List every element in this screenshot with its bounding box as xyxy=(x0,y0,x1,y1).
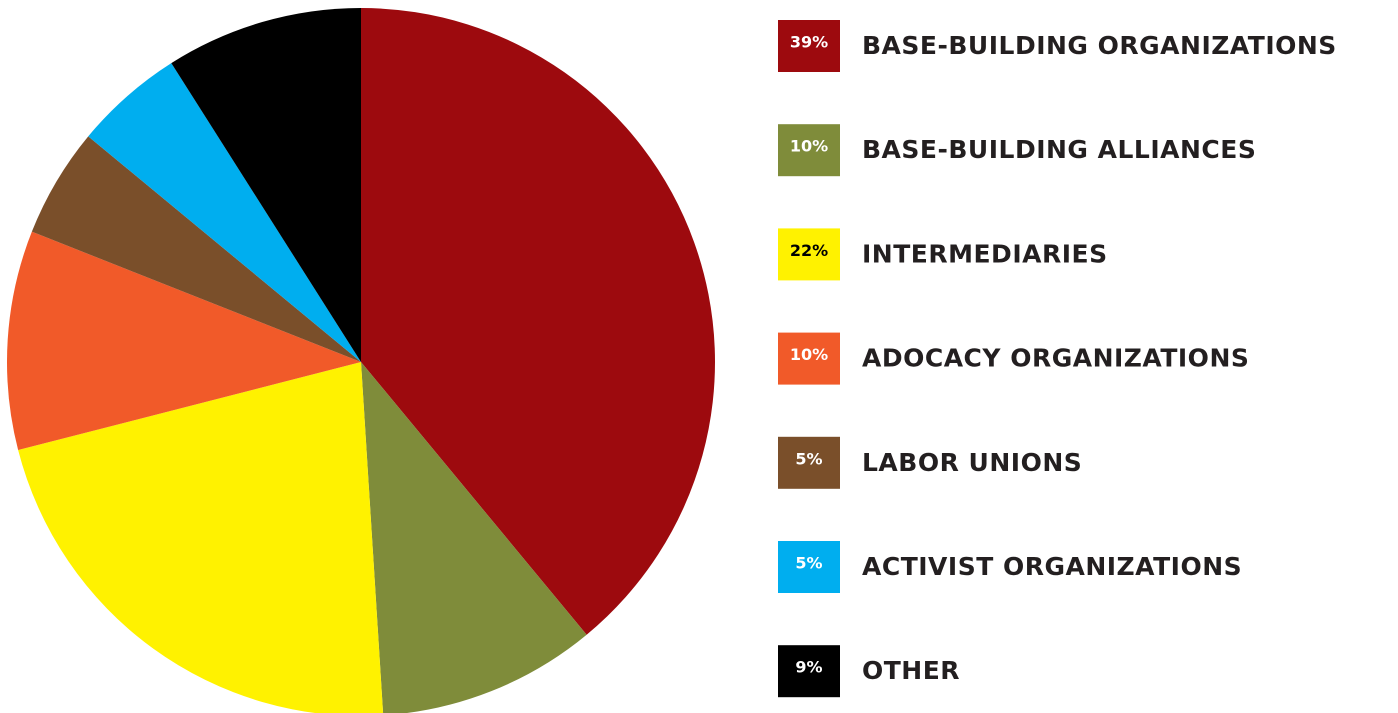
legend-label: INTERMEDIARIES xyxy=(862,239,1108,268)
swatch-label: 9% xyxy=(795,658,822,677)
legend-swatch xyxy=(778,645,840,698)
pie-slice xyxy=(6,231,361,451)
swatch-label: 10% xyxy=(790,137,828,156)
pie-slice xyxy=(18,362,384,713)
legend-swatch xyxy=(778,332,840,385)
swatch-label: 39% xyxy=(790,33,828,52)
pie-slice xyxy=(361,8,715,635)
legend-label: OTHER xyxy=(862,656,960,685)
legend-swatch xyxy=(778,228,840,281)
legend-swatch xyxy=(778,436,840,489)
pie-slice xyxy=(88,63,361,363)
legend-swatch xyxy=(778,124,840,177)
swatch-label: 5% xyxy=(795,449,822,468)
legend-swatch xyxy=(778,20,840,72)
legend-label: BASE-BUILDING ORGANIZATIONS xyxy=(862,31,1337,60)
legend-label: ADOCACY ORGANIZATIONS xyxy=(862,344,1249,373)
pie-slice xyxy=(361,362,587,713)
pie-slice xyxy=(171,8,361,362)
legend-label: BASE-BUILDING ALLIANCES xyxy=(862,135,1256,164)
pie-slice xyxy=(31,136,361,362)
swatch-label: 5% xyxy=(795,554,822,573)
legend-label: LABOR UNIONS xyxy=(862,448,1082,477)
legend-swatch xyxy=(778,541,840,593)
legend-label: ACTIVIST ORGANIZATIONS xyxy=(862,552,1242,581)
swatch-label: 10% xyxy=(790,345,828,364)
swatch-label: 22% xyxy=(790,241,828,260)
